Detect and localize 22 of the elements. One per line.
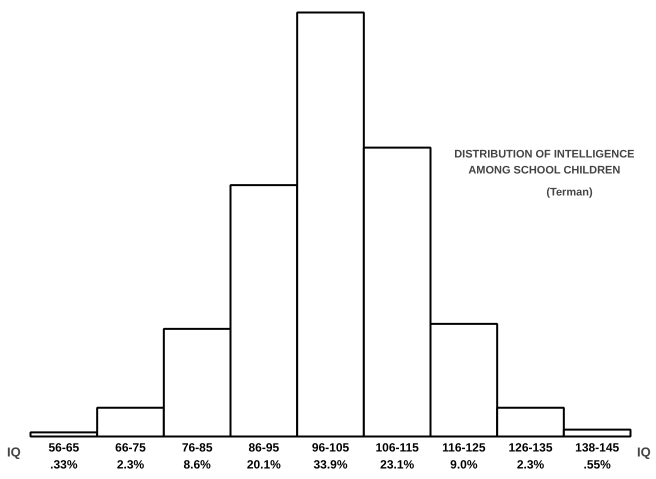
data-label: 2.3% <box>116 458 145 472</box>
data-label: .55% <box>583 458 612 472</box>
x-tick-label: 96-105 <box>312 440 350 454</box>
data-label: 2.3% <box>516 458 545 472</box>
text: (Terman) <box>546 186 593 198</box>
data-label: 9.0% <box>450 458 478 472</box>
data-label: 33.9% <box>313 458 348 472</box>
x-tick-label: 106-115 <box>375 440 420 454</box>
data-label: 23.1% <box>380 458 415 472</box>
data-label: 8.6% <box>183 458 212 472</box>
x-tick-label: 126-135 <box>508 440 553 454</box>
x-tick-label: 76-85 <box>182 440 213 454</box>
x-tick-label: 66-75 <box>115 440 146 454</box>
x-tick-label: 116-125 <box>442 440 486 454</box>
data-label: .33% <box>50 458 78 472</box>
x-tick-label: 86-95 <box>248 440 280 454</box>
x-tick-label: 56-65 <box>48 440 80 454</box>
text: DISTRIBUTION OF INTELLIGENCE AMONG SCHOOL CHILDREN <box>454 148 635 176</box>
x-tick-label: 138-145 <box>575 440 620 454</box>
x-axis-title: IQ <box>636 444 651 460</box>
text: IQ <box>6 444 21 460</box>
data-label: 20.1% <box>246 458 282 472</box>
